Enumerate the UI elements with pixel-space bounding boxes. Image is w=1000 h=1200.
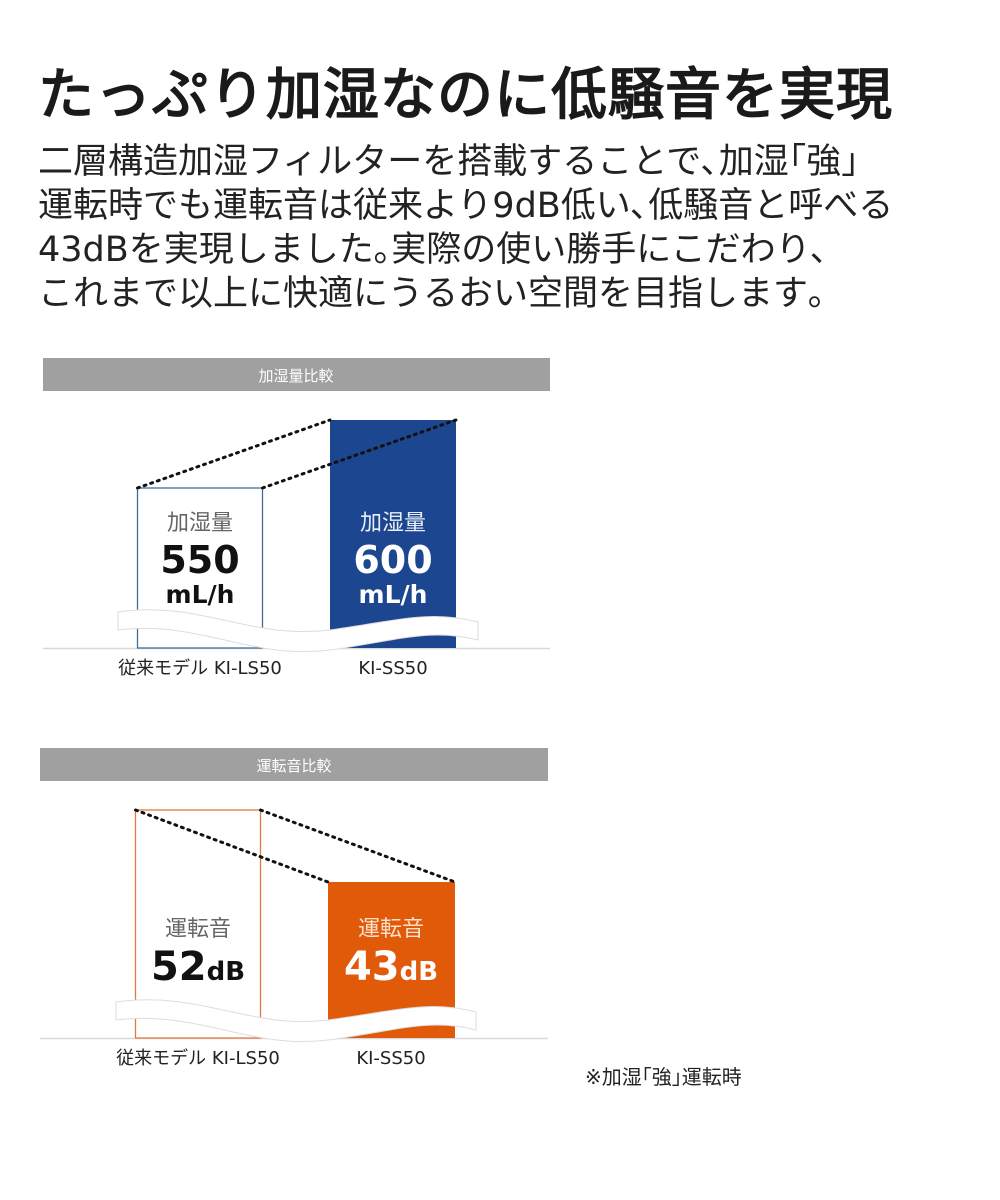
description-line: 運転時でも運転音は従来より9dB低い､低騒音と呼べる <box>38 186 894 226</box>
dotted-guide-line <box>136 418 332 490</box>
footnote: ※加湿｢強｣運転時 <box>585 1065 742 1089</box>
unit-label: mL/h <box>359 580 428 609</box>
description-line: これまで以上に快適にうるおい空間を目指します｡ <box>38 274 826 314</box>
chart-header-bar <box>40 748 548 781</box>
chart-title: 運転音比較 <box>256 757 331 775</box>
axis-break-wave <box>115 999 477 1043</box>
chart-header-bar <box>43 358 550 391</box>
unit-label: mL/h <box>166 580 235 609</box>
data-label: 550 <box>160 538 239 582</box>
unit: dB <box>400 957 438 987</box>
unit: dB <box>207 957 245 987</box>
noise-chart: 運転音比較 運転音 52dB 運転音 43dB 従来モデル KI-LS50 KI… <box>40 748 548 1069</box>
dotted-guide-line <box>259 808 457 884</box>
bar-label: 加湿量 <box>360 511 426 536</box>
value: 43 <box>344 944 400 990</box>
category-label: KI-SS50 <box>358 658 427 679</box>
category-label: 従来モデル KI-LS50 <box>116 1048 280 1069</box>
axis-break-wave <box>117 609 479 653</box>
category-label: KI-SS50 <box>356 1048 425 1069</box>
dotted-guide-line <box>134 808 330 884</box>
description-line: 二層構造加湿フィルターを搭載することで､加湿｢強｣ <box>38 142 859 182</box>
data-label: 52dB <box>151 944 245 990</box>
bar-label: 加湿量 <box>167 511 233 536</box>
data-label: 600 <box>353 538 432 582</box>
bar-label: 運転音 <box>165 917 231 942</box>
data-label: 43dB <box>344 944 438 990</box>
humidification-chart: 加湿量比較 加湿量 550 mL/h 加湿量 600 mL/h 従来モデル KI… <box>43 358 550 679</box>
chart-title: 加湿量比較 <box>258 367 333 385</box>
category-label: 従来モデル KI-LS50 <box>118 658 282 679</box>
description: 二層構造加湿フィルターを搭載することで､加湿｢強｣ 運転時でも運転音は従来より9… <box>38 140 893 316</box>
page-title: たっぷり加湿なのに低騒音を実現 <box>38 63 893 128</box>
bar-label: 運転音 <box>358 917 424 942</box>
description-line: 43dBを実現しました｡実際の使い勝手にこだわり､ <box>38 230 829 270</box>
value: 52 <box>151 944 207 990</box>
dotted-guide-line <box>261 418 458 490</box>
